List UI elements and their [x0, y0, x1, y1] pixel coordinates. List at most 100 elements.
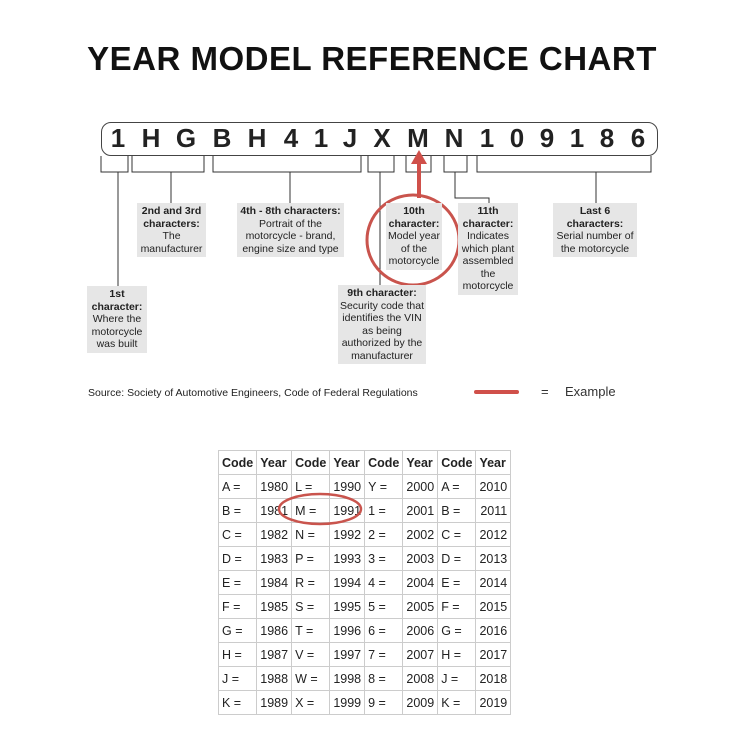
code-cell: Y = [364, 474, 404, 499]
arrow-head-icon [411, 150, 427, 164]
year-cell: 2014 [475, 570, 512, 595]
vin-character: 9 [539, 123, 555, 153]
year-cell: 1996 [329, 618, 366, 643]
vin-character: 1 [313, 123, 329, 153]
code-cell: D = [437, 546, 477, 571]
code-cell: D = [217, 546, 258, 571]
vin-character: M [407, 123, 429, 153]
year-cell: 1993 [329, 546, 366, 571]
code-cell: M = [291, 498, 331, 523]
legend-example-label: Example [565, 384, 616, 399]
table-row: E = 1984 R = 1994 4 = 2004 E = 2014 [217, 570, 512, 595]
year-cell: 1991 [329, 498, 366, 523]
year-cell: 2015 [475, 594, 512, 619]
year-cell: 2013 [475, 546, 512, 571]
vin-character: 8 [599, 123, 615, 153]
year-cell: 2006 [402, 618, 439, 643]
code-cell: G = [437, 618, 477, 643]
bracket-9th [367, 156, 395, 285]
code-cell: E = [437, 570, 477, 595]
year-cell: 2009 [402, 690, 439, 715]
code-cell: V = [291, 642, 331, 667]
code-cell: L = [291, 474, 331, 499]
vin-character: G [175, 123, 197, 153]
code-cell: 9 = [364, 690, 404, 715]
column-header: Year [256, 450, 293, 475]
vin-character: H [141, 123, 161, 153]
table-row: D = 1983 P = 1993 3 = 2003 D = 2013 [217, 546, 512, 571]
vin-character: 4 [283, 123, 299, 153]
year-cell: 1992 [329, 522, 366, 547]
code-cell: R = [291, 570, 331, 595]
year-cell: 2017 [475, 642, 512, 667]
table-body: A = 1980 L = 1990 Y = 2000 A = 2010 B = 1981 M = 19… [217, 474, 512, 715]
code-cell: C = [217, 522, 258, 547]
year-cell: 1985 [256, 594, 293, 619]
year-cell: 2004 [402, 570, 439, 595]
label-10th: 10th character: Model year of the motorcy… [386, 203, 442, 270]
vin-character: 1 [479, 123, 495, 153]
year-cell: 1995 [329, 594, 366, 619]
column-header: Code [217, 450, 258, 475]
year-cell: 2016 [475, 618, 512, 643]
code-cell: N = [291, 522, 331, 547]
code-cell: C = [437, 522, 477, 547]
column-header: Code [364, 450, 404, 475]
code-cell: K = [437, 690, 477, 715]
label-9th: 9th character: Security code that identif… [338, 285, 426, 364]
vin-character: N [444, 123, 464, 153]
label-body: Security code that identifies the VIN as… [339, 299, 425, 362]
code-cell: X = [291, 690, 331, 715]
vin-character: J [342, 123, 358, 153]
vin-character: X [373, 123, 391, 153]
year-cell: 2011 [475, 498, 512, 523]
code-cell: A = [217, 474, 258, 499]
year-cell: 1999 [329, 690, 366, 715]
code-cell: E = [217, 570, 258, 595]
year-cell: 2000 [402, 474, 439, 499]
year-cell: 2012 [475, 522, 512, 547]
label-head: 4th - 8th characters: [240, 205, 341, 217]
year-cell: 1981 [256, 498, 293, 523]
code-cell: W = [291, 666, 331, 691]
label-head: 10th character: [388, 205, 440, 230]
code-cell: K = [217, 690, 258, 715]
label-2nd-3rd: 2nd and 3rd characters: The manufacturer [137, 203, 206, 257]
table-row: K = 1989 X = 1999 9 = 2009 K = 2019 [217, 690, 512, 715]
year-cell: 2010 [475, 474, 512, 499]
year-cell: 1986 [256, 618, 293, 643]
source-note: Source: Society of Automotive Engineers,… [88, 387, 418, 399]
table-row: H = 1987 V = 1997 7 = 2007 H = 2017 [217, 642, 512, 667]
vin-character: 1 [110, 123, 126, 153]
year-cell: 2007 [402, 642, 439, 667]
year-cell: 1994 [329, 570, 366, 595]
column-header: Year [475, 450, 512, 475]
table-row: G = 1986 T = 1996 6 = 2006 G = 2016 [217, 618, 512, 643]
column-header: Year [402, 450, 439, 475]
label-body: Where the motorcycle was built [91, 313, 143, 350]
label-1st: 1st character: Where the motorcycle was b… [87, 286, 147, 353]
year-cell: 2003 [402, 546, 439, 571]
column-header: Year [329, 450, 366, 475]
year-cell: 1987 [256, 642, 293, 667]
code-cell: H = [217, 642, 258, 667]
vin-character: B [212, 123, 232, 153]
bracket-11th [443, 156, 490, 203]
year-cell: 2008 [402, 666, 439, 691]
year-cell: 1983 [256, 546, 293, 571]
code-cell: S = [291, 594, 331, 619]
vin-character: 6 [630, 123, 646, 153]
label-body: The manufacturer [140, 230, 203, 255]
year-cell: 1988 [256, 666, 293, 691]
code-cell: 2 = [364, 522, 404, 547]
table-row: C = 1982 N = 1992 2 = 2002 C = 2012 [217, 522, 512, 547]
code-cell: H = [437, 642, 477, 667]
code-cell: J = [437, 666, 477, 691]
code-cell: P = [291, 546, 331, 571]
table-header-row: Code Year Code Year Code Year Code Year [217, 450, 512, 475]
label-body: Model year of the motorcycle [388, 230, 440, 267]
code-cell: 1 = [364, 498, 404, 523]
table-row: B = 1981 M = 1991 1 = 2001 B = 2011 [217, 498, 512, 523]
year-cell: 2019 [475, 690, 512, 715]
